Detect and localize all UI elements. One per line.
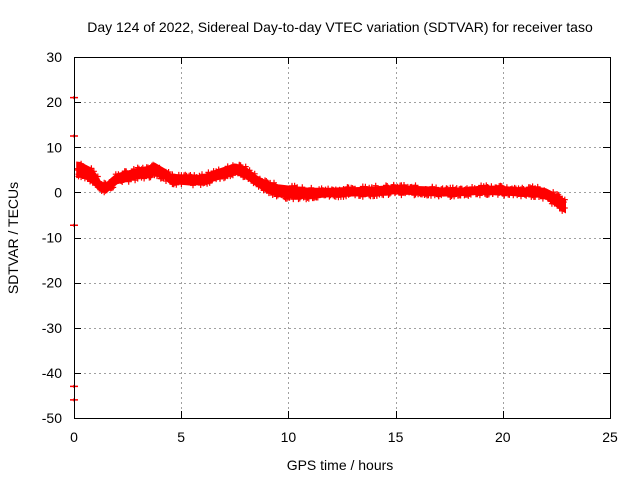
y-tick-label: 20 <box>46 94 62 110</box>
data-point <box>290 196 297 203</box>
data-point <box>300 188 307 195</box>
data-point <box>148 162 155 169</box>
data-point <box>301 187 308 194</box>
sdtvar-points <box>74 160 568 214</box>
grid <box>74 57 610 418</box>
y-tick-label: 30 <box>46 49 62 65</box>
data-point <box>514 192 521 199</box>
y-tick-label: -40 <box>42 365 62 381</box>
data-point <box>130 166 137 172</box>
data-point <box>165 169 172 175</box>
data-point <box>182 171 189 178</box>
data-point <box>550 189 557 196</box>
data-point <box>299 184 306 191</box>
data-point <box>547 192 554 199</box>
x-axis-label: GPS time / hours <box>287 457 394 473</box>
data-point <box>294 184 301 191</box>
data-point <box>406 189 413 196</box>
data-point <box>372 182 379 189</box>
x-tick-label: 25 <box>602 429 618 445</box>
data-point <box>173 181 180 188</box>
data-point <box>151 166 158 172</box>
chart-title: Day 124 of 2022, Sidereal Day-to-day VTE… <box>87 19 593 35</box>
y-tick-label: -30 <box>42 320 62 336</box>
data-point <box>325 185 332 192</box>
data-point <box>385 192 392 198</box>
data-series <box>70 96 568 402</box>
data-point <box>139 172 146 179</box>
data-point <box>235 165 241 172</box>
data-point <box>238 169 245 176</box>
data-point <box>543 190 550 197</box>
x-tick-label: 10 <box>281 429 297 445</box>
x-tick-label: 5 <box>177 429 185 445</box>
data-point <box>412 182 419 189</box>
axis-ticks: 0 5 10 15 20 25 -50 -40 -30 -20 -10 0 10 20 30 <box>42 49 618 445</box>
data-point <box>141 173 148 180</box>
data-point <box>506 190 513 197</box>
x-tick-label: 20 <box>495 429 511 445</box>
data-point <box>134 164 141 171</box>
data-point <box>344 185 351 192</box>
data-point <box>524 190 531 197</box>
data-point <box>287 186 294 193</box>
data-point <box>183 178 190 185</box>
data-point <box>150 161 157 168</box>
data-point <box>233 166 240 173</box>
data-point <box>256 176 263 183</box>
data-point <box>525 189 532 196</box>
data-point <box>305 193 312 200</box>
data-point <box>103 187 110 194</box>
y-axis-label: SDTVAR / TECUs <box>5 182 21 294</box>
data-point <box>561 196 568 203</box>
data-point <box>229 162 236 169</box>
data-point <box>245 176 252 182</box>
data-point <box>85 170 92 177</box>
y-tick-label: 10 <box>46 139 62 155</box>
data-point <box>496 189 503 196</box>
data-point <box>370 186 377 193</box>
y-tick-label: -10 <box>42 230 62 246</box>
data-point <box>110 180 117 186</box>
data-point <box>556 205 563 212</box>
y-tick-label: -20 <box>42 275 62 291</box>
data-point <box>220 175 227 182</box>
data-point <box>145 164 151 171</box>
data-point <box>448 188 455 194</box>
data-point <box>411 192 418 199</box>
data-point <box>156 164 163 171</box>
data-point <box>519 184 526 191</box>
data-point <box>242 163 249 170</box>
data-point <box>224 163 231 170</box>
data-point <box>134 175 141 182</box>
data-point <box>101 179 108 186</box>
data-point <box>308 184 315 191</box>
y-tick-label: 0 <box>54 184 62 200</box>
x-tick-label: 0 <box>70 429 78 445</box>
data-point <box>429 183 436 190</box>
y-tick-label: -50 <box>42 410 62 426</box>
x-tick-label: 15 <box>388 429 404 445</box>
data-point <box>561 205 568 211</box>
data-point <box>178 181 185 187</box>
data-point <box>518 193 524 200</box>
data-point <box>168 177 175 184</box>
data-point <box>488 183 495 190</box>
data-point <box>120 177 127 183</box>
data-point <box>159 168 166 175</box>
data-point <box>169 171 176 178</box>
data-point <box>90 168 97 175</box>
data-point <box>190 182 196 189</box>
data-point <box>94 173 101 180</box>
data-point <box>398 192 405 199</box>
data-point <box>129 169 136 175</box>
